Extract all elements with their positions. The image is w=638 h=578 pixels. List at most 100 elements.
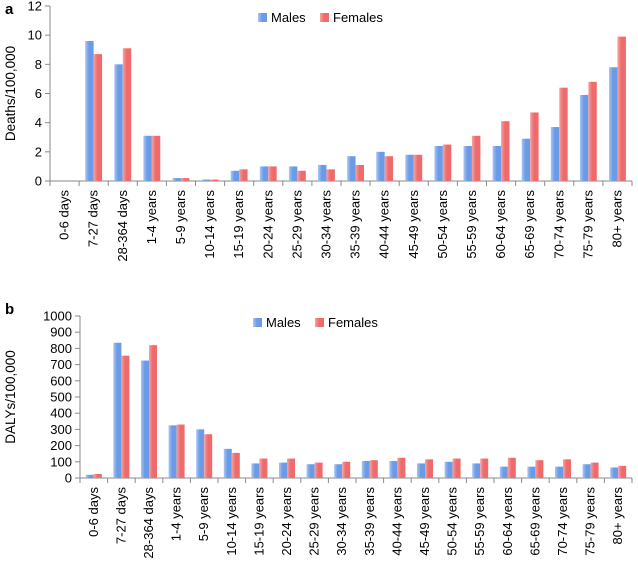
legend-swatch-males [253,318,262,327]
legend-swatch-females [320,13,329,22]
bar-males [550,127,560,181]
bar-females [501,121,510,181]
bar-females [204,434,213,478]
bar-males [499,466,508,478]
legend-label-females: Females [333,10,383,25]
bar-females [326,169,335,181]
bar-males [434,146,443,181]
bar-males [444,461,453,478]
bar-males [472,463,481,478]
x-tick-label: 65-69 years [527,487,542,556]
bar-males [168,425,177,478]
bar-males [143,135,152,181]
bar-males [251,463,260,478]
bar-females [239,169,248,181]
bar-males [521,138,531,181]
y-tick-label: 4 [35,115,42,130]
bar-males [334,464,343,478]
legend-label-females: Females [328,315,378,330]
x-tick-label: 75-79 years [580,190,595,259]
y-axis-label: DALYs/100,000 [3,350,18,444]
bar-females [297,170,306,181]
y-tick-label: 100 [50,454,72,469]
bar-females [590,462,599,478]
legend-swatch-males [258,13,267,22]
bar-males [579,94,589,181]
bar-males [416,463,425,478]
x-tick-label: 10-14 years [224,487,239,556]
x-tick-label: 60-64 years [493,190,508,259]
bar-females [259,458,268,478]
bar-females [180,178,190,181]
y-tick-label: 8 [35,57,42,72]
bar-females [355,164,364,181]
x-tick-label: 35-39 years [362,487,377,556]
legend-label-males: Males [266,315,301,330]
bar-females [563,459,572,478]
x-tick-label: 40-44 years [389,487,404,556]
x-tick-label: 60-64 years [500,487,515,556]
bar-females [471,135,481,181]
x-tick-label: 5-9 years [196,487,211,542]
x-tick-label: 1-4 years [144,190,159,245]
bar-males [405,154,414,181]
bar-males [140,360,149,478]
bar-females [535,460,544,478]
bar-females [93,473,102,478]
bar-males [527,466,536,478]
bar-males [85,41,94,181]
bar-males [376,151,385,181]
y-tick-label: 0 [65,471,72,486]
y-tick-label: 10 [28,28,42,43]
bar-females [442,144,452,181]
x-tick-label: 28-364 days [141,487,156,559]
bar-males [196,429,205,478]
x-tick-label: 40-44 years [377,190,392,259]
bar-males [492,146,502,181]
legend-swatch-females [315,318,324,327]
bar-females [425,459,434,478]
bar-females [617,36,626,181]
y-tick-label: 900 [50,325,72,340]
x-tick-label: 15-19 years [251,487,266,556]
bar-males [114,64,123,181]
bar-males [85,474,94,478]
bar-males [259,166,269,181]
bar-males [223,448,232,478]
bar-females [559,87,568,181]
bar-females [122,48,132,181]
x-tick-label: 75-79 years [583,487,598,556]
x-tick-label: 1-4 years [169,487,184,542]
bar-males [288,166,298,181]
y-tick-label: 600 [50,373,72,388]
x-tick-label: 65-69 years [522,190,537,259]
x-tick-label: 70-74 years [551,190,566,259]
y-tick-label: 0 [35,174,42,189]
x-tick-label: 50-54 years [445,487,460,556]
x-tick-label: 28-364 days [115,190,130,262]
x-tick-label: 55-59 years [464,190,479,259]
x-tick-label: 20-24 years [279,487,294,556]
bar-males [361,460,370,478]
y-tick-label: 700 [50,357,72,372]
y-tick-label: 2 [35,144,42,159]
panel-label: a [5,1,14,18]
x-tick-label: 35-39 years [348,190,363,259]
bar-females [176,424,185,478]
x-tick-label: 70-74 years [555,487,570,556]
x-tick-label: 7-27 days [113,487,128,545]
bar-males [230,170,240,181]
bar-females [268,166,277,181]
bar-females [452,458,461,478]
bar-males [610,467,619,478]
bar-males [389,460,398,478]
bar-males [609,67,618,181]
bar-females [618,465,627,478]
bar-females [384,156,394,181]
x-tick-label: 50-54 years [435,190,450,259]
x-tick-label: 30-34 years [334,487,349,556]
bar-males [113,342,122,478]
bar-females [149,345,158,478]
